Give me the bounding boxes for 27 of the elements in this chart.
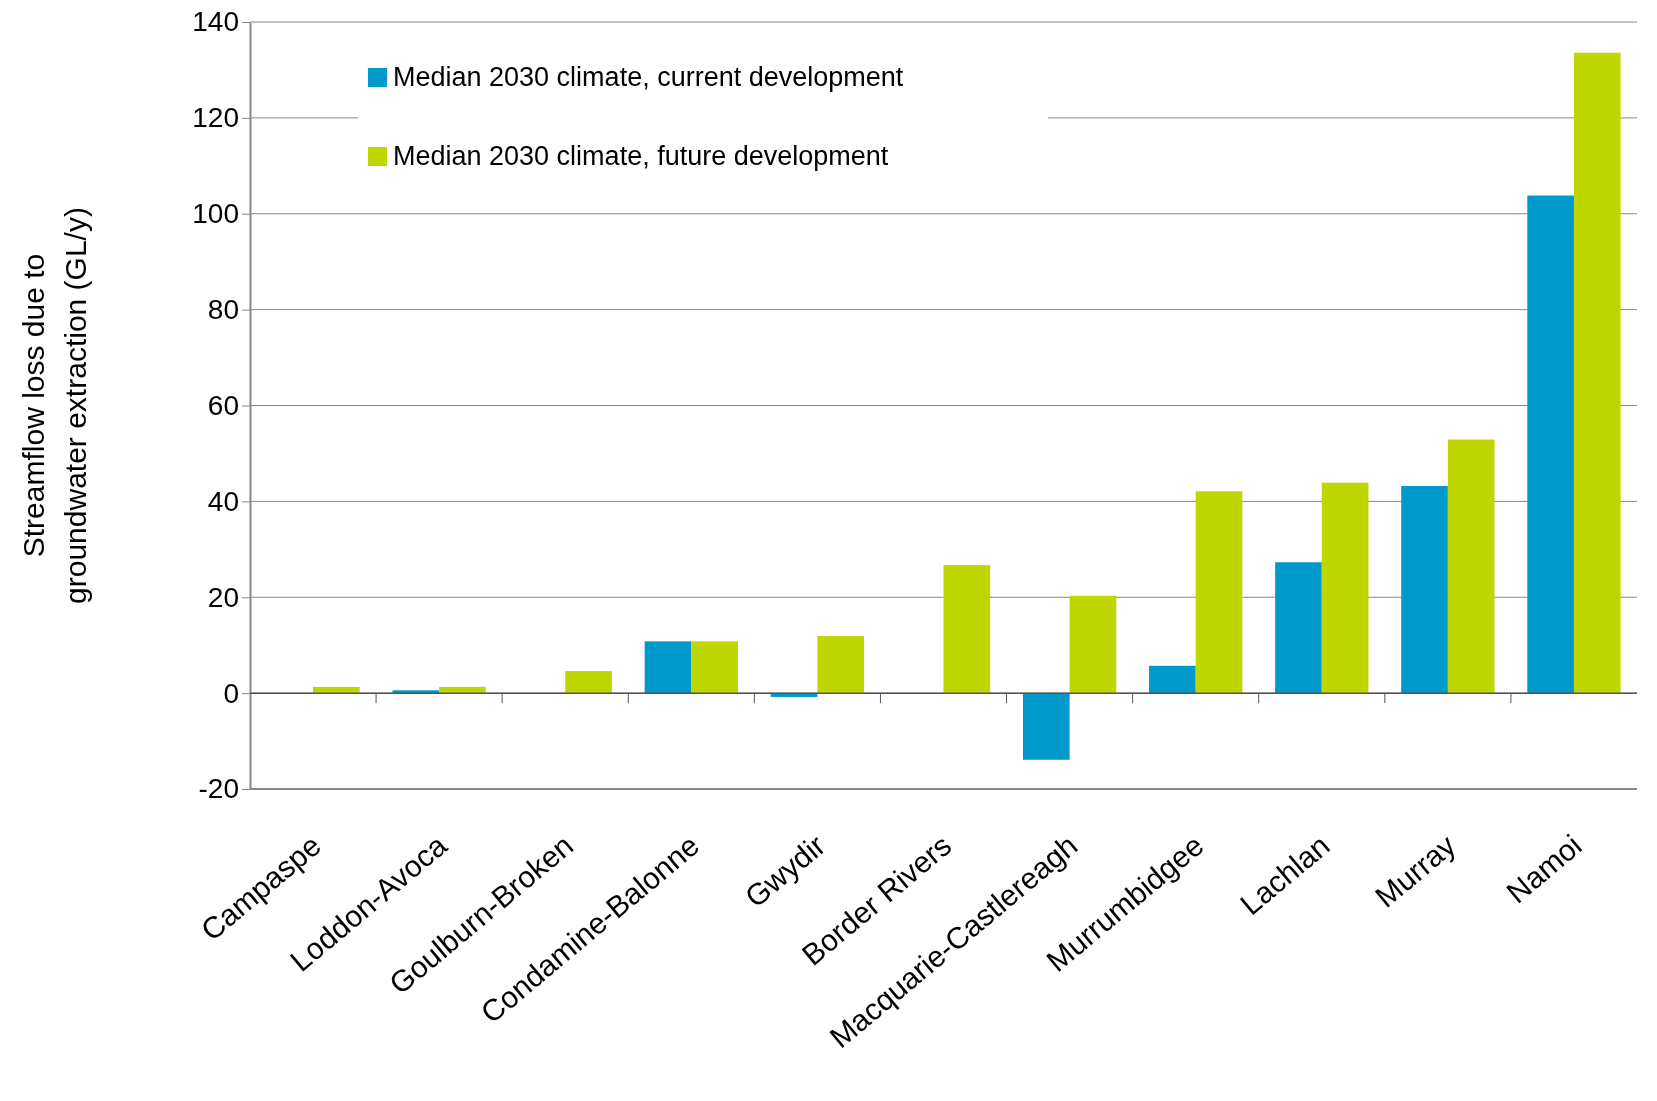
bar xyxy=(943,565,991,694)
bar xyxy=(565,671,612,694)
bar xyxy=(644,641,692,694)
y-tick-label: 120 xyxy=(192,102,239,134)
y-tick-label: 20 xyxy=(207,581,239,613)
y-tick-label: 0 xyxy=(223,677,239,709)
legend-label: Median 2030 climate, current development xyxy=(393,62,904,92)
bar xyxy=(1321,482,1369,694)
y-tick-label: 60 xyxy=(207,389,239,421)
bar xyxy=(1401,486,1448,694)
y-axis-title: Streamflow loss due to groundwater extraction (GL/y) xyxy=(17,207,92,604)
bar xyxy=(817,636,865,694)
bar xyxy=(1527,195,1574,694)
y-tick-label: 40 xyxy=(207,485,239,517)
bar xyxy=(691,641,738,694)
bar xyxy=(1149,665,1196,694)
bar xyxy=(1275,562,1322,694)
legend-label: Median 2030 climate, future development xyxy=(393,141,889,171)
y-tick-label: 80 xyxy=(207,294,239,326)
bar xyxy=(1022,693,1070,760)
y-tick-label: 140 xyxy=(192,6,239,38)
bar xyxy=(1447,439,1495,694)
y-tick-label: 100 xyxy=(192,198,239,230)
y-tick-label: -20 xyxy=(198,773,239,805)
bar xyxy=(1195,491,1243,694)
bar xyxy=(1069,595,1117,694)
bar xyxy=(1573,52,1621,694)
